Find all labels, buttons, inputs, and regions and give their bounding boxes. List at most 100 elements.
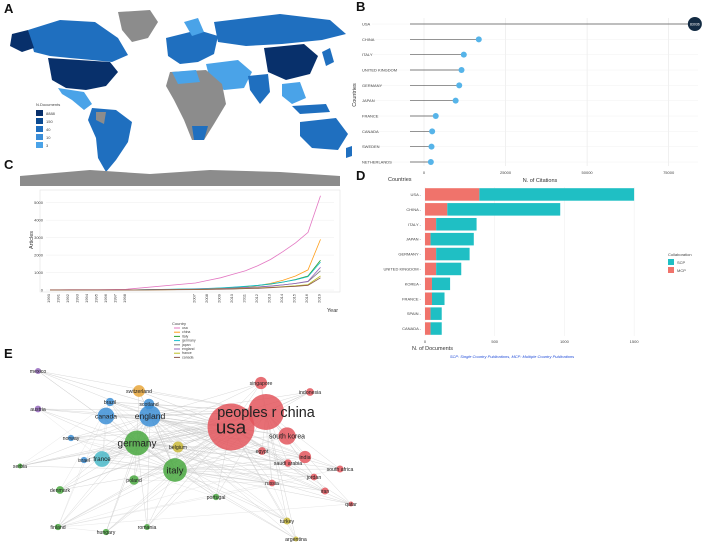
network-node	[163, 458, 187, 482]
chart-b-category-label: UNITED KINGDOM	[362, 68, 397, 73]
map-china	[264, 44, 318, 80]
network-node	[247, 393, 285, 431]
chart-b-category-label: CANADA	[362, 129, 379, 134]
chart-c-legend-label: england	[182, 347, 195, 351]
chart-d-bar-scp	[431, 277, 451, 291]
chart-c-xtick: 1992	[65, 293, 70, 303]
network-edge	[57, 456, 306, 528]
network-node	[144, 524, 150, 530]
chart-c-xtick: 1997	[113, 293, 118, 303]
network-edge	[57, 503, 352, 528]
network-edge	[19, 401, 111, 467]
network-edge	[57, 426, 232, 528]
chart-b-xtick: 75000	[663, 170, 675, 175]
network-node-label: qatar	[345, 502, 357, 508]
chart-c-legend-label: italy	[182, 334, 188, 338]
chart-c-ytick: 1000	[34, 270, 44, 275]
network-node	[35, 368, 41, 374]
chart-d-category-label: FRANCE -	[402, 296, 422, 301]
network-edge	[37, 408, 138, 444]
network-node	[129, 475, 139, 485]
network-node-label: romania	[138, 525, 157, 531]
chart-c-ytick: 5000	[34, 200, 44, 205]
network-node-label: denmark	[50, 488, 71, 494]
network-edge	[19, 442, 138, 467]
network-edge	[271, 468, 341, 484]
chart-b-category-label: ITALY	[362, 52, 373, 57]
chart-b-category-label: FRANCE	[362, 114, 379, 119]
network-node	[293, 536, 299, 542]
chart-b-xlabel: N. of Citations	[523, 178, 558, 184]
network-edge	[19, 465, 176, 471]
chart-c-ytick: 3000	[34, 235, 44, 240]
chart-d-bar-mcp	[425, 277, 432, 291]
chart-d-bar-scp	[436, 247, 470, 261]
network-node-label: jordan	[306, 475, 322, 481]
chart-d-legend: Collaboration SCP MCP	[668, 252, 692, 273]
map-legend-break: 40	[46, 127, 51, 132]
network-node	[278, 427, 296, 445]
chart-b-point	[687, 17, 702, 31]
network-edge	[136, 442, 263, 452]
chart-c-xtick: 1991	[56, 293, 61, 303]
chart-d-bar-mcp	[425, 262, 437, 276]
network-edge	[136, 382, 262, 444]
map-russia	[214, 14, 346, 46]
chart-d-category-label: ITALY -	[408, 222, 422, 227]
map-south-africa	[192, 126, 208, 140]
network-edge	[174, 469, 288, 522]
network-edge	[149, 415, 288, 522]
chart-b-category-label: JAPAN	[362, 98, 375, 103]
map-legend-title: N.Documents	[36, 102, 60, 107]
map-legend-break: 3	[46, 143, 49, 148]
chart-b-point	[458, 67, 465, 73]
chart-c-ytick: 0	[41, 288, 44, 293]
chart-c-legend-label: france	[182, 351, 192, 355]
network-node-label: france	[93, 456, 111, 463]
chart-d-legend-title: Collaboration	[668, 252, 692, 257]
chart-d-category-label: CHINA -	[406, 207, 421, 212]
chart-b-xtick: 25000	[500, 170, 512, 175]
network-node-label: scotland	[139, 402, 158, 408]
network-node-label: singapore	[250, 381, 273, 387]
network-node	[258, 447, 266, 455]
chart-d-xtick: 1500	[630, 339, 640, 344]
chart-c-legend-label: japan	[181, 343, 191, 347]
map-antarctica	[20, 170, 340, 186]
chart-b-point	[429, 128, 436, 135]
chart-d-bar-mcp	[425, 232, 431, 246]
network-edge	[109, 401, 150, 405]
chart-c-xtick: 2008	[204, 293, 209, 303]
map-legend-swatch	[36, 118, 43, 124]
network-edge	[174, 468, 341, 471]
network-edge	[57, 442, 138, 528]
map-greenland	[118, 10, 158, 42]
chart-b-point	[456, 82, 463, 89]
chart-d-category-label: USA -	[411, 192, 422, 197]
network-node-label: serbia	[13, 464, 27, 470]
network-edge	[149, 415, 352, 505]
chart-d-bar-mcp	[425, 307, 431, 320]
network-node	[306, 388, 314, 396]
map-legend-swatch	[36, 142, 43, 148]
network-edge	[149, 415, 273, 484]
network-node-label: finland	[50, 525, 65, 531]
map-legend-break: 8888	[46, 111, 56, 116]
chart-c-xtick: 1993	[75, 293, 80, 303]
chart-d-category-label: GERMANY -	[398, 252, 421, 257]
network-edge	[133, 479, 273, 484]
chart-d-bar-mcp	[425, 292, 432, 306]
chart-b-point	[432, 113, 439, 119]
network-node	[102, 528, 110, 536]
map-scandinavia	[184, 18, 204, 36]
network-edge	[265, 411, 297, 540]
panel-label-a: A	[4, 1, 14, 16]
chart-c-xtick: 2011	[242, 293, 247, 302]
network-edge	[136, 442, 297, 540]
network-node-label: south africa	[327, 467, 354, 473]
chart-c-legend-label: canada	[182, 355, 194, 359]
chart-d-ylabel: Countries	[388, 177, 412, 183]
map-usa	[48, 58, 118, 90]
chart-b-point	[460, 51, 467, 58]
network-edge	[70, 437, 176, 471]
